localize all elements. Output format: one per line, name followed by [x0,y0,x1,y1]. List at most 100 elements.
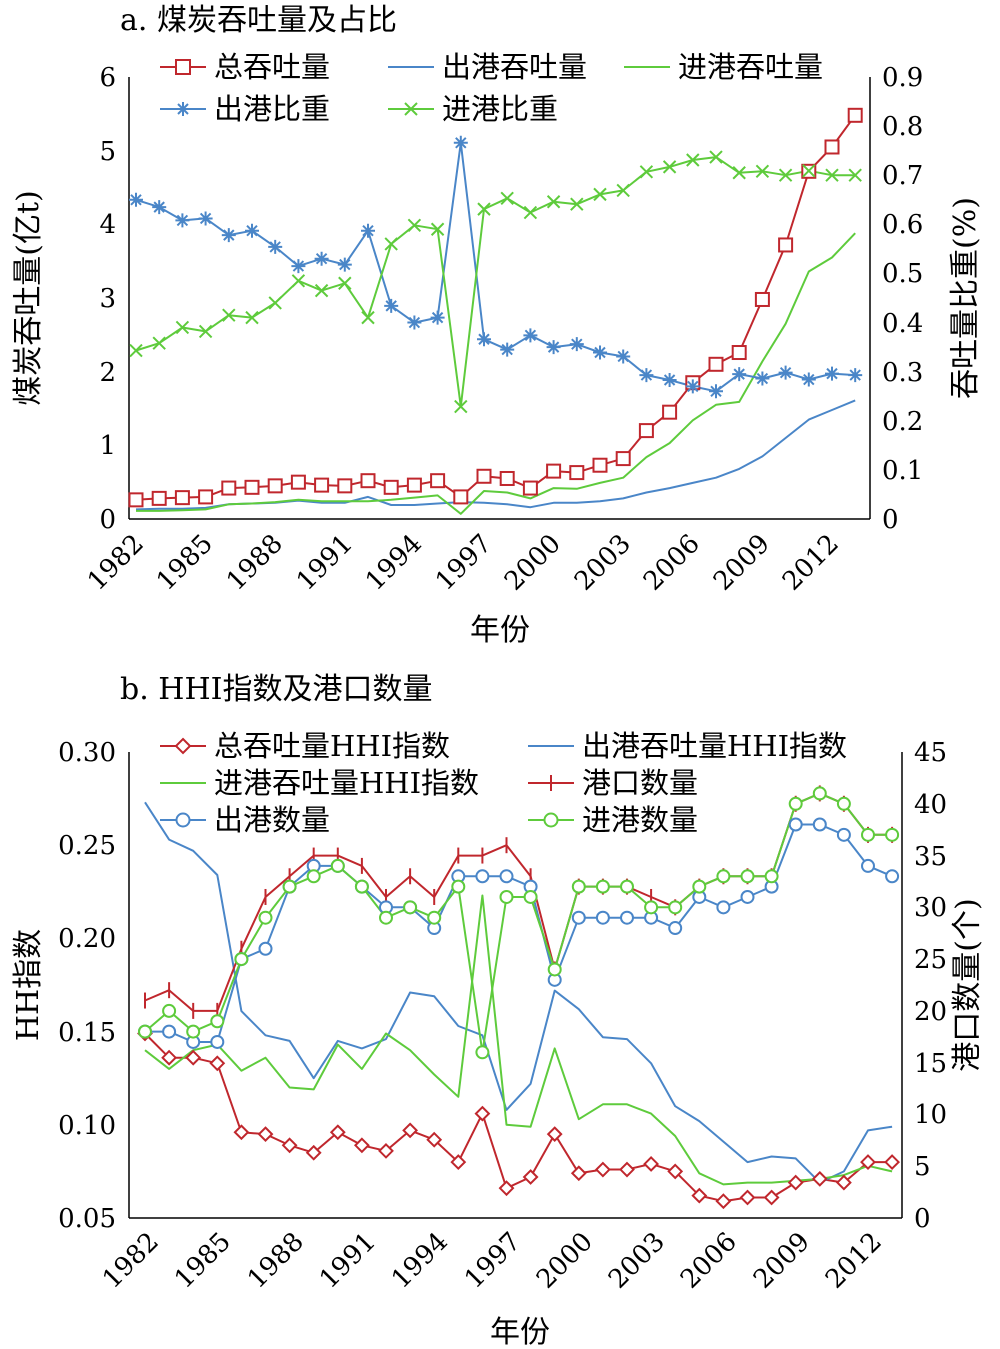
legend-item-inbound-share: 进港比重 [388,92,558,126]
chart-b-series-0-point [522,1169,539,1185]
chart-b-series-0-point [353,1137,370,1154]
chart-b-series-4-point [595,910,610,925]
chart-b-series-5-point [499,889,514,904]
chart-b-series-5-point [523,889,538,904]
chart-b-series-5-point [403,900,418,915]
legend-label: 港口数量 [582,766,698,800]
chart-a-series-3-point [569,337,584,352]
chart-a-series-4-point [523,205,538,220]
chart-b-right-tick: 5 [914,1152,931,1182]
chart-b-right-tick: 35 [914,842,947,872]
chart-a-series-0-point [290,474,306,490]
chart-a-x-tick: 1994 [360,529,428,597]
chart-b-series-0-point [426,1131,443,1148]
chart-a-series-0-point [569,465,585,481]
chart-b-series-5-point [836,796,851,811]
chart-a-series-3-point [755,371,770,386]
chart-a-series-0-point [546,463,562,479]
chart-a-x-tick: 2003 [569,529,637,597]
chart-a-right-tick-labels: 0 0.1 0.2 0.3 0.4 0.5 0.6 0.7 0.8 0.9 [882,63,923,535]
chart-a-legend: 总吞吐量 出港吞吐量 进港吞吐量 出港比重 进港比重 [160,50,823,126]
chart-b-series-0-point [619,1161,635,1178]
chart-b-series-0-point [570,1165,587,1182]
chart-b-left-tick: 0.30 [58,738,116,768]
chart-b-series-0-point [763,1189,780,1206]
chart-b-series-0-point [233,1124,250,1141]
chart-b-series-0-point [161,1049,178,1066]
legend-item-outbound-hhi: 出港吞吐量HHI指数 [528,729,847,763]
chart-a-left-tick-labels: 0 1 2 3 4 5 6 [99,63,116,535]
chart-a-series-3-point [430,310,445,325]
chart-b-series-0-point [305,1144,322,1161]
chart-b-series-1-line [144,801,893,1184]
chart-b-series-2-line [144,894,893,1186]
chart-a-series-3-point [314,251,329,266]
chart-a-series-0-point [383,479,399,495]
chart-b-series-4-point [788,817,803,832]
chart-b-series-4-point [740,889,755,904]
chart-b-series-0-point [450,1154,467,1170]
chart-a-series-0-point [708,356,724,372]
legend-item-inbound-count: 进港数量 [528,803,698,837]
chart-a-right-axis-label: 吞吐量比重(%) [948,197,983,399]
chart-b-axes [128,752,903,1219]
chart-b-series-0-point [281,1137,298,1154]
chart-b-series-0-point [329,1124,346,1141]
chart-b-right-tick: 15 [914,1049,947,1079]
chart-a-series-0-point [847,107,863,123]
chart-b-series-0-point [811,1170,828,1187]
chart-b-x-tick: 1991 [314,1227,382,1295]
chart-a-series-0-point [174,490,190,506]
chart-b-x-tick: 1994 [386,1227,454,1295]
chart-a-right-tick: 0.2 [882,407,923,437]
chart-a-series-4-point [407,218,422,233]
chart-b-x-tick: 1997 [459,1227,527,1295]
chart-a-series-4-point [338,276,352,290]
legend-asterisk-marker-icon [176,102,190,116]
chart-b-series-4-point [162,1024,177,1039]
chart-a-series-4-point [454,399,468,414]
chart-a-x-tick: 1985 [151,529,219,597]
legend-item-total-hhi: 总吞吐量HHI指数 [160,729,450,763]
chart-b-series-5-point [475,1045,490,1060]
chart-b-series-4-point [258,941,273,956]
chart-a-series-4-point [198,324,213,339]
chart-a-x-tick-labels: 1982 1985 1988 1991 1994 1997 2000 2003 … [82,529,845,597]
chart-b-series-5-point [306,869,321,884]
chart-a-series-4-point [245,310,259,325]
legend-square-marker-icon [175,59,191,75]
chart-a-series-4-point [477,202,491,216]
chart-a-series-0-point [499,470,515,486]
chart-b-series-5-point [716,869,731,884]
chart-b-series-0-point [787,1174,804,1191]
chart-a-series-0-point [406,477,422,493]
chart-a-series-0-point [221,480,237,496]
legend-label: 进港数量 [582,803,698,837]
chart-b-series-4-point [210,1034,225,1049]
chart-b-series-0-point [257,1126,274,1143]
chart-a-series-4-point [639,165,654,179]
chart-a-right-tick: 0.1 [882,456,923,486]
chart-a-series-0-point [314,477,330,493]
chart-b-series-4-point [571,910,586,925]
chart-b-series-0-point [402,1122,419,1139]
chart-a-series-4-point [709,150,723,164]
legend-item-outbound-count: 出港数量 [160,803,330,837]
chart-a-series-0-point [522,480,538,496]
chart-a-series-0-point [244,479,260,495]
legend-label: 总吞吐量 [214,50,330,84]
legend-diamond-marker-icon [174,737,192,755]
chart-b-series-5-point [885,827,900,842]
chart-b-series-5-point [354,879,369,894]
chart-b-left-tick: 0.05 [58,1204,116,1234]
chart-a-x-tick: 2000 [499,529,567,597]
chart-a-series-0-point [754,291,770,307]
chart-a-right-tick: 0.6 [882,210,923,240]
chart-a-series-0-point [151,490,167,506]
chart-a-right-tick: 0.3 [882,358,923,388]
chart-b-right-tick: 45 [914,738,947,768]
chart-b-left-tick-labels: 0.05 0.10 0.15 0.20 0.25 0.30 [58,738,116,1234]
chart-a-series-3-point [268,239,283,254]
chart-b-series-0-point [209,1055,226,1072]
chart-a-series-4-point [430,222,445,236]
